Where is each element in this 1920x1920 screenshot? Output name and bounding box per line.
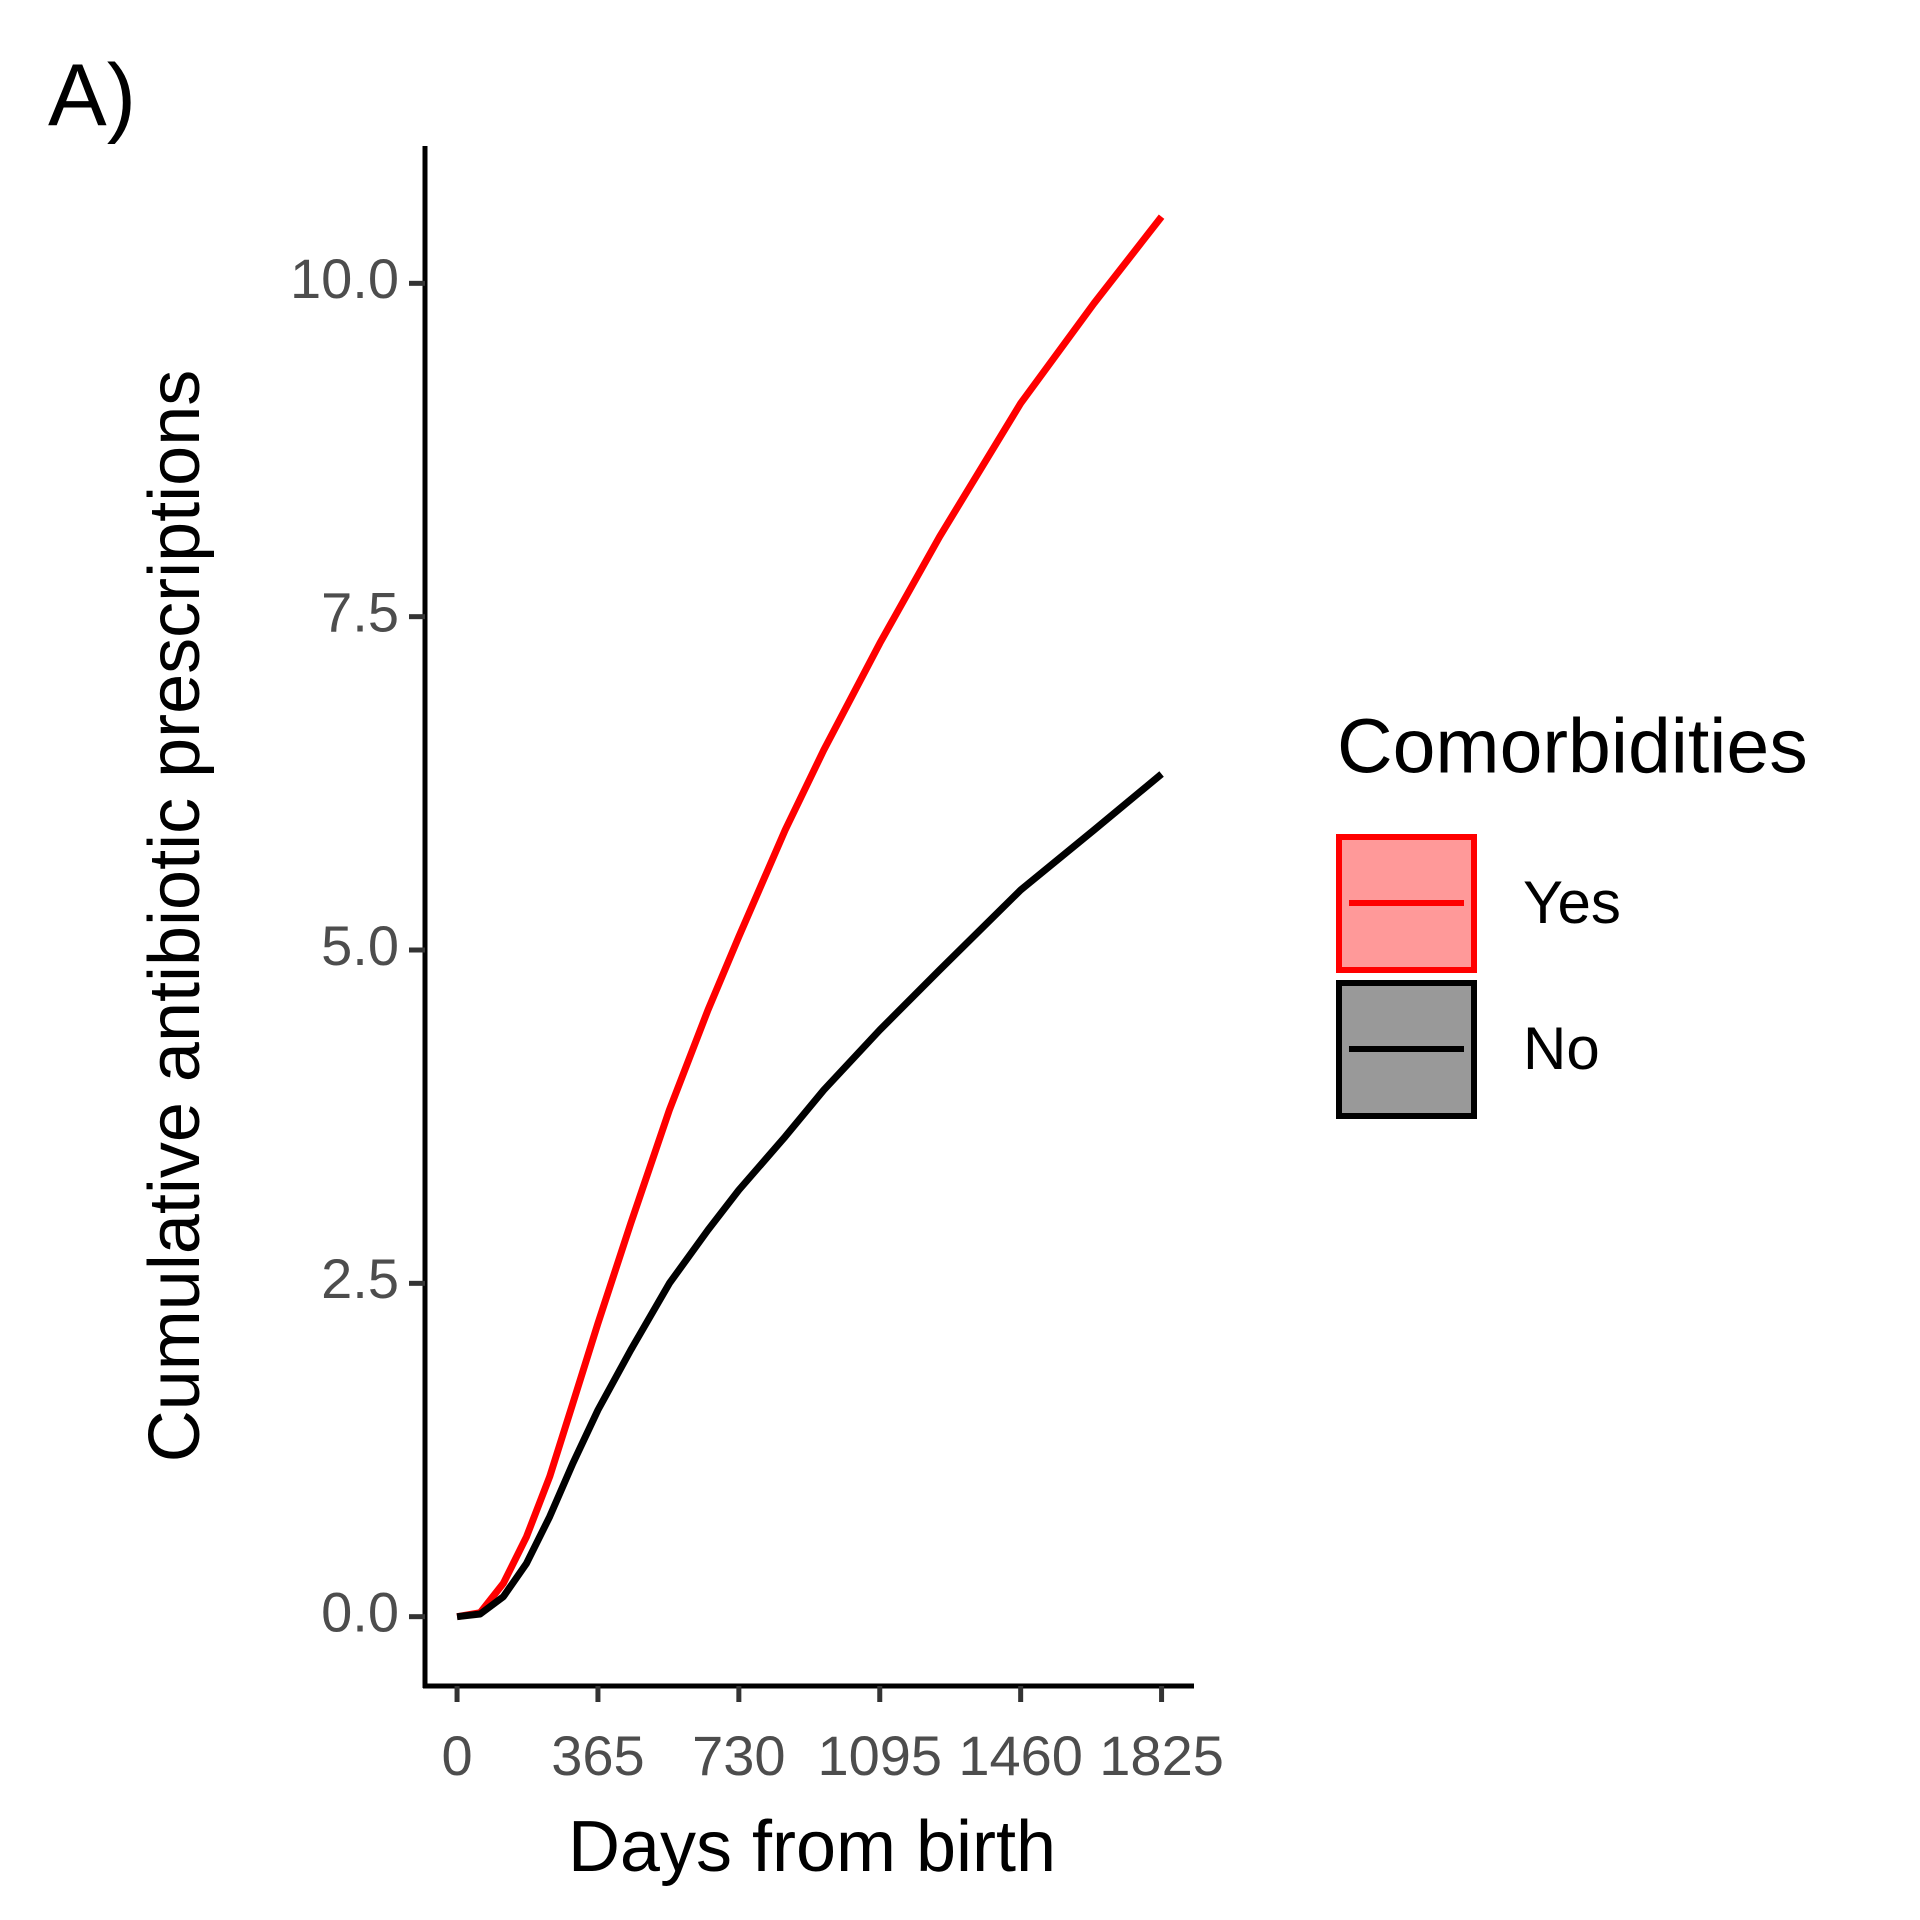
x-tick-label: 1825 <box>1099 1724 1224 1787</box>
y-tick-label: 10.0 <box>290 247 399 310</box>
x-tick-label: 0 <box>441 1724 472 1787</box>
x-tick-label: 365 <box>551 1724 644 1787</box>
y-tick-label: 0.0 <box>321 1580 399 1643</box>
x-axis-title: Days from birth <box>568 1807 1056 1887</box>
legend-label: Yes <box>1523 869 1621 936</box>
series-line <box>456 214 1165 1621</box>
legend-title: Comorbidities <box>1337 703 1808 789</box>
y-axis-title: Cumulative antibiotic prescriptions <box>135 370 215 1462</box>
x-tick-label: 730 <box>692 1724 785 1787</box>
y-tick-label: 2.5 <box>321 1247 399 1310</box>
y-tick-label: 7.5 <box>321 580 399 643</box>
series-line <box>456 771 1164 1621</box>
x-tick-label: 1095 <box>817 1724 942 1787</box>
panel-label: A) <box>48 45 136 144</box>
x-tick-label: 1460 <box>958 1724 1083 1787</box>
legend-label: No <box>1523 1015 1600 1082</box>
y-tick-label: 5.0 <box>321 914 399 977</box>
